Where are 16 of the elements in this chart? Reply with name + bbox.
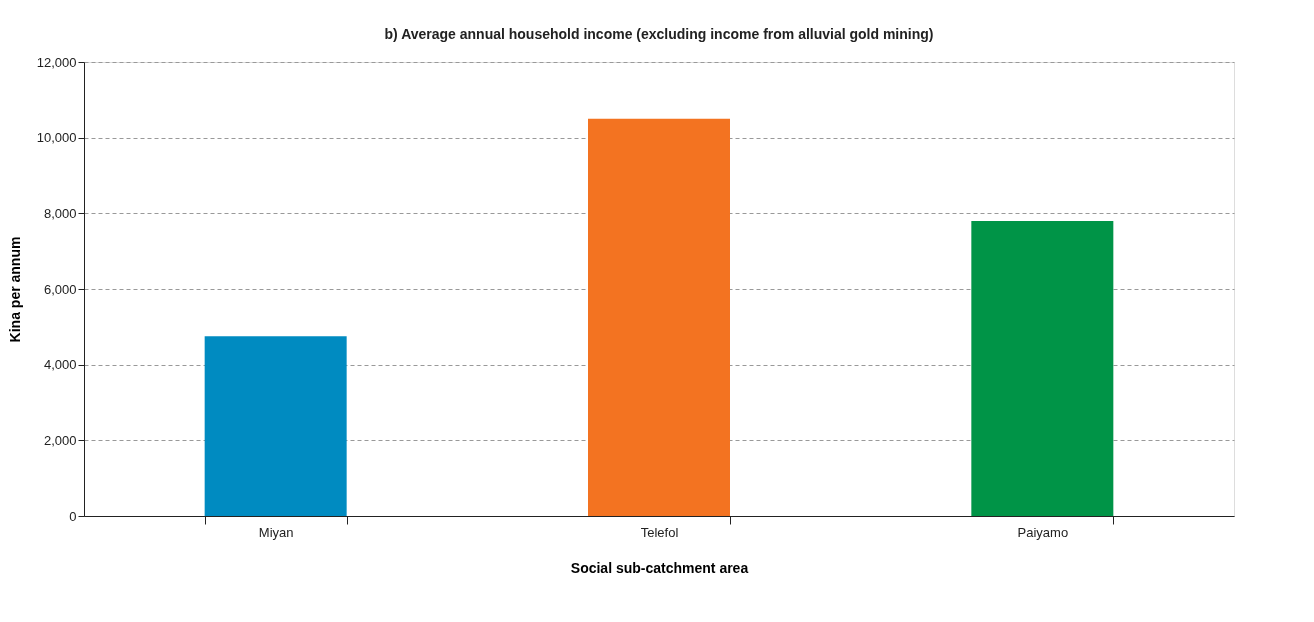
x-tick-label: Paiyamo <box>1017 524 1069 540</box>
y-axis-title: Kina per annum <box>6 236 23 343</box>
chart-title: b) Average annual household income (excluding income from alluvial gold mining) <box>384 26 934 42</box>
y-tick-label: 4,000 <box>43 357 77 373</box>
x-tick-label: Miyan <box>258 524 294 540</box>
y-tick-label: 10,000 <box>36 130 77 146</box>
y-tick-label: 6,000 <box>43 281 77 297</box>
y-tick-label: 8,000 <box>43 205 77 221</box>
x-axis-title: Social sub-catchment area <box>570 559 749 576</box>
bar <box>971 220 1114 516</box>
y-tick-label: 12,000 <box>36 54 77 70</box>
bar <box>204 336 347 516</box>
y-tick-label: 2,000 <box>43 432 77 448</box>
y-tick-label: 0 <box>69 508 77 524</box>
x-tick-label: Telefol <box>640 524 679 540</box>
bar <box>588 118 730 516</box>
